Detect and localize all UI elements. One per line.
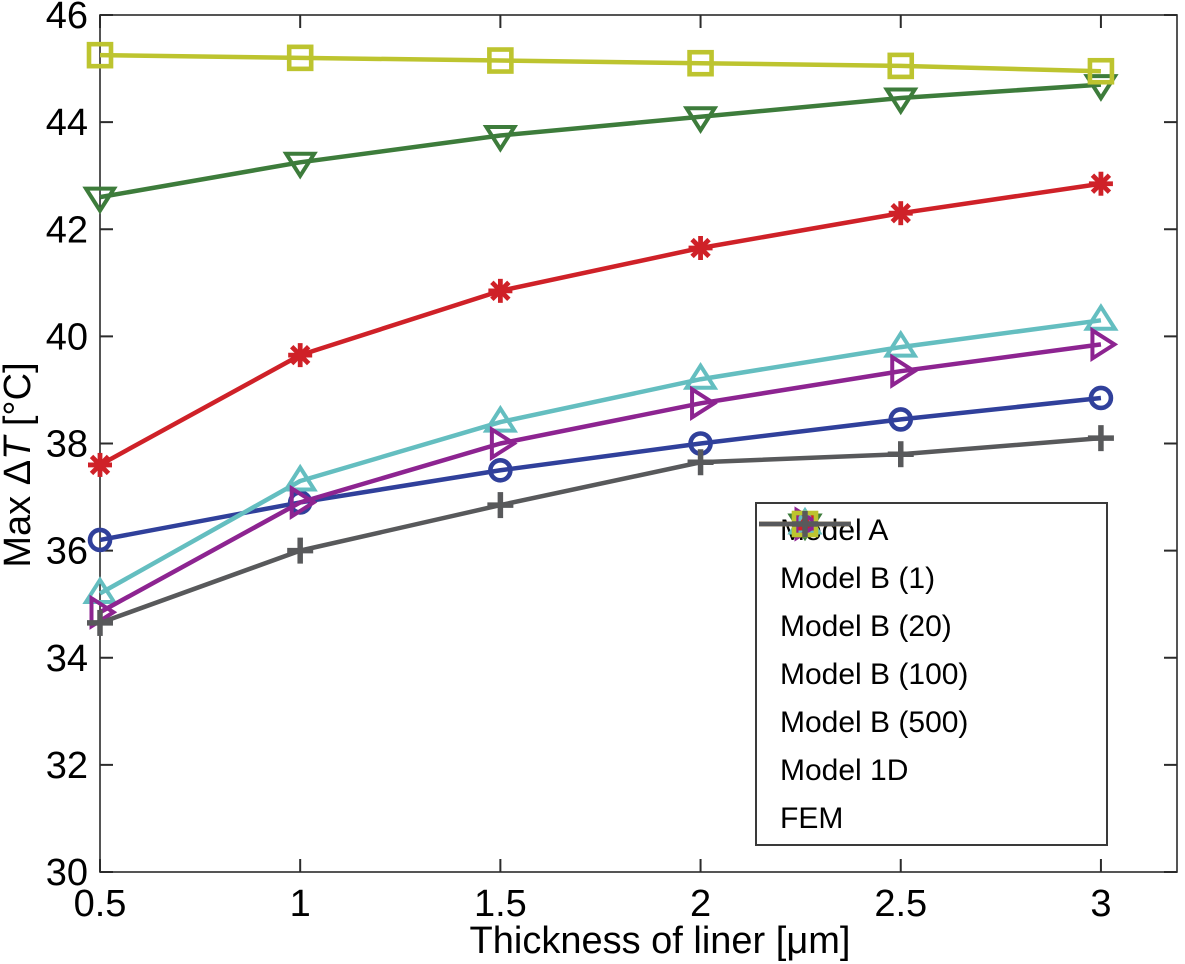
series-model-b-100: [82, 303, 1119, 604]
plus-marker-icon: [487, 492, 514, 519]
plus-marker-icon: [87, 609, 113, 636]
legend-item-model-b-1: Model B (1): [759, 513, 1106, 603]
y-tick-label: 32: [46, 745, 88, 787]
square-marker-icon: [687, 49, 714, 77]
series-fem: [87, 425, 1114, 636]
legend: Model A Model B (1) Model B (20) Model B (1…: [755, 502, 1108, 846]
y-axis-title: Max ΔT [°C]: [0, 362, 39, 567]
x-tick-label: 1.5: [474, 883, 527, 925]
legend-item-label: Model B (20): [780, 610, 952, 643]
plus-marker-icon: [687, 449, 714, 476]
y-tick-label: 40: [46, 316, 88, 358]
triangle-right-marker-icon: [489, 425, 518, 462]
x-tick-label: 2: [690, 883, 711, 925]
y-tick-label: 38: [46, 424, 88, 466]
y-axis: 46 44 42 40 38 36 34 32 30: [46, 0, 1177, 894]
legend-item-label: Model B (500): [780, 706, 969, 739]
triangle-up-marker-icon: [883, 329, 919, 358]
triangle-right-marker-icon: [690, 385, 718, 421]
y-tick-label: 30: [46, 852, 88, 894]
legend-item-label: Model B (1): [780, 562, 936, 595]
legend-item-model-1d: Model 1D: [759, 510, 1106, 795]
triangle-right-marker-icon: [289, 484, 318, 521]
y-tick-label: 34: [46, 638, 88, 680]
circle-marker-icon: [87, 527, 113, 553]
x-axis: 0.5 1 1.5 2 2.5 3: [74, 15, 1111, 925]
legend-item-label: FEM: [780, 802, 844, 835]
series-line: [98, 181, 1102, 467]
series-line: [99, 52, 1101, 74]
series-line: [99, 82, 1102, 200]
legend-item-label: Model B (100): [780, 658, 969, 691]
x-tick-label: 3: [1090, 883, 1111, 925]
square-marker-icon: [487, 47, 514, 74]
asterisk-marker-icon: [88, 452, 112, 477]
triangle-down-marker-icon: [282, 151, 318, 180]
series-model-b-20: [88, 171, 1113, 477]
x-tick-label: 0.5: [74, 883, 127, 925]
square-marker-icon: [887, 52, 915, 80]
series-line: [99, 395, 1102, 543]
series-model-b-1: [82, 74, 1119, 215]
asterisk-marker-icon: [888, 201, 913, 226]
legend-item-model-b-20: Model B (20): [759, 512, 1106, 651]
y-tick-label: 46: [46, 0, 88, 37]
legend-sample: [759, 511, 851, 537]
plus-marker-icon: [1087, 425, 1114, 452]
triangle-right-marker-icon: [890, 353, 918, 389]
square-marker-icon: [286, 44, 314, 72]
triangle-down-marker-icon: [482, 125, 519, 153]
x-tick-label: 1: [290, 883, 311, 925]
triangle-down-marker-icon: [682, 106, 719, 134]
series-line: [99, 435, 1102, 626]
series-line: [98, 318, 1102, 596]
legend-item-fem: FEM: [759, 511, 1106, 843]
triangle-up-marker-icon: [482, 404, 519, 433]
legend-item-model-b-500: Model B (500): [759, 506, 1106, 747]
plus-marker-icon: [287, 537, 314, 564]
asterisk-marker-icon: [688, 235, 713, 260]
y-tick-label: 36: [46, 531, 88, 573]
series-line: [98, 342, 1102, 615]
y-tick-label: 44: [46, 102, 88, 144]
asterisk-marker-icon: [288, 343, 313, 368]
triangle-down-marker-icon: [883, 87, 919, 116]
triangle-up-marker-icon: [282, 463, 318, 492]
plus-marker-icon: [792, 511, 818, 537]
x-tick-label: 2.5: [874, 883, 927, 925]
legend-item-label: Model 1D: [780, 754, 909, 787]
x-axis-title: Thickness of liner [μm]: [470, 920, 851, 962]
circle-marker-icon: [1088, 385, 1114, 411]
asterisk-marker-icon: [1088, 171, 1113, 196]
square-marker-icon: [1087, 57, 1115, 85]
circle-marker-icon: [488, 457, 513, 483]
plus-marker-icon: [887, 441, 914, 468]
triangle-up-marker-icon: [1083, 303, 1119, 331]
square-marker-icon: [86, 41, 114, 69]
triangle-down-marker-icon: [82, 186, 118, 215]
series-model-a: [87, 385, 1114, 553]
triangle-down-marker-icon: [1083, 74, 1119, 102]
series-model-1d: [86, 41, 1115, 85]
y-tick-label: 42: [46, 209, 88, 251]
asterisk-marker-icon: [488, 278, 513, 303]
series-model-b-500: [89, 326, 1119, 630]
circle-marker-icon: [888, 407, 914, 432]
triangle-up-marker-icon: [682, 361, 719, 390]
triangle-right-marker-icon: [1090, 326, 1119, 363]
legend-item-model-b-100: Model B (100): [759, 506, 1106, 699]
